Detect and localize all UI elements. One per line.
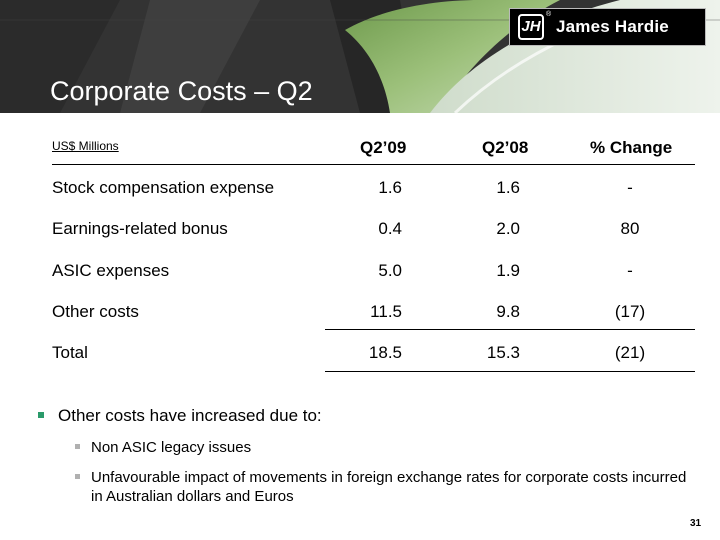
bullet-sub-text: Unfavourable impact of movements in fore…	[91, 469, 687, 505]
row-q209-value: 11.5	[370, 302, 402, 321]
bullet-main-text: Other costs have increased due to:	[58, 406, 322, 425]
row-label: Stock compensation expense	[52, 178, 275, 197]
page-title: Corporate Costs – Q2	[50, 76, 313, 106]
logo-registered-mark: ®	[546, 11, 552, 18]
subtotal-rule	[325, 329, 695, 330]
row-label: Earnings-related bonus	[52, 219, 228, 238]
row-change-value: (17)	[614, 302, 646, 321]
row-q208-value: 1.6	[496, 178, 520, 197]
page-number: 31	[690, 518, 702, 529]
bullet-sub-text: Non ASIC legacy issues	[91, 439, 252, 456]
row-label: Other costs	[52, 302, 139, 321]
square-bullet-icon	[38, 412, 44, 418]
column-header-q208: Q2’08	[482, 138, 529, 157]
total-label: Total	[52, 343, 88, 362]
row-change-value: 80	[620, 219, 640, 238]
units-label: US$ Millions	[52, 139, 119, 153]
square-bullet-icon	[75, 444, 80, 449]
logo-mark-icon: JH	[518, 14, 544, 40]
row-q208-value: 9.8	[496, 302, 520, 321]
row-change-value: -	[627, 261, 633, 280]
row-q208-value: 2.0	[496, 219, 520, 238]
row-q208-value: 1.9	[496, 261, 520, 280]
total-q209-value: 18.5	[368, 343, 402, 362]
total-q208-value: 15.3	[486, 343, 520, 362]
row-label: ASIC expenses	[52, 261, 170, 280]
row-q209-value: 1.6	[378, 178, 402, 197]
logo-text: James Hardie	[556, 17, 669, 36]
header-rule	[52, 164, 695, 165]
row-change-value: -	[627, 178, 633, 197]
row-q209-value: 5.0	[378, 261, 402, 280]
square-bullet-icon	[75, 474, 80, 479]
company-logo: JH ® James Hardie	[509, 8, 706, 46]
column-header-q209: Q2’09	[360, 138, 407, 157]
total-change-value: (21)	[614, 343, 646, 362]
header-banner: JH ® James Hardie Corporate Costs – Q2	[0, 0, 720, 113]
total-rule	[325, 371, 695, 372]
row-q209-value: 0.4	[378, 219, 402, 238]
column-header-change: % Change	[590, 138, 673, 157]
